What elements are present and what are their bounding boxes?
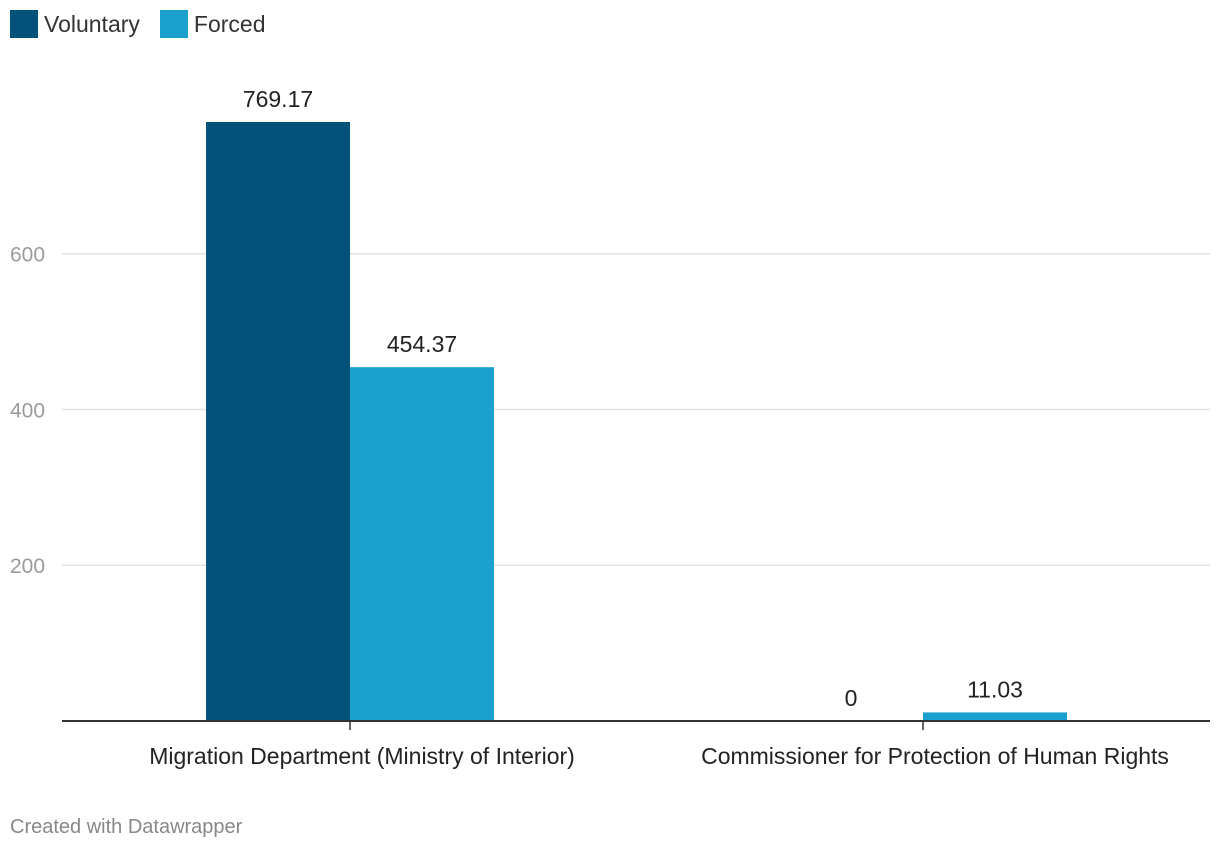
legend-label-voluntary: Voluntary <box>44 10 140 37</box>
footer-credit: Created with Datawrapper <box>10 816 243 838</box>
bar-voluntary-0 <box>206 122 350 721</box>
legend-swatch-forced <box>159 10 188 38</box>
x-category-label-0: Migration Department (Ministry of Interi… <box>149 743 575 769</box>
legend-item-voluntary: Voluntary <box>10 10 140 38</box>
y-tick-label-200: 200 <box>10 555 45 578</box>
data-label-voluntary-0: 769.17 <box>243 86 313 112</box>
legend: Voluntary Forced <box>10 10 266 38</box>
bar-forced-0 <box>350 367 494 721</box>
legend-label-forced: Forced <box>193 10 266 37</box>
bar-forced-1 <box>923 712 1067 721</box>
data-label-voluntary-1: 0 <box>845 685 858 711</box>
y-tick-label-600: 600 <box>10 244 45 267</box>
legend-swatch-voluntary <box>10 10 38 38</box>
x-category-label-1: Commissioner for Protection of Human Rig… <box>701 743 1169 769</box>
data-label-forced-1: 11.03 <box>967 676 1023 702</box>
legend-item-forced: Forced <box>159 10 266 38</box>
data-label-forced-0: 454.37 <box>387 331 457 357</box>
y-tick-label-400: 400 <box>10 399 45 422</box>
bar-chart: 200 400 600 769.17 454.37 Migration Departmen… <box>10 86 1210 769</box>
